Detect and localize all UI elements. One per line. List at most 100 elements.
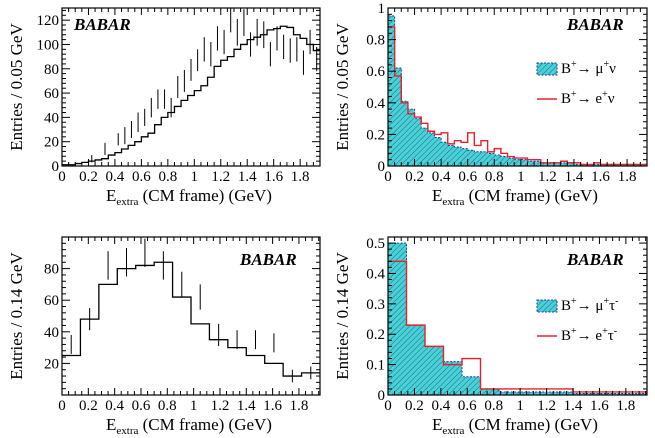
legend-label: B+→ e+ν <box>561 89 615 107</box>
y-tick-label: 100 <box>37 37 60 53</box>
x-axis-label-main: E <box>106 186 116 205</box>
x-tick-label: 1.6 <box>263 398 282 414</box>
series-red-1 <box>388 26 647 166</box>
y-tick-label: 0.1 <box>366 358 385 374</box>
x-tick-label: 0.4 <box>432 169 451 185</box>
y-tick-label: 1 <box>378 1 386 17</box>
x-tick-label: 0.6 <box>132 169 151 185</box>
x-tick-label: 0.6 <box>458 398 477 414</box>
legend-swatch-hatched <box>536 299 558 313</box>
x-tick-label: 1.8 <box>618 169 637 185</box>
babar-badge: BABAR <box>566 15 624 34</box>
x-tick-label: 0.8 <box>485 169 504 185</box>
x-axis-label-rest: (CM frame) (GeV) <box>138 186 272 205</box>
series-red-1 <box>388 260 647 393</box>
panel-top-right: 0 0.2 0.4 0.6 0.8 1 1.2 1.4 1.6 1.8 0 0.2 0.4 0.6 0.8 1… <box>333 1 648 208</box>
x-axis-label-main: E <box>106 415 116 434</box>
x-tick-label: 0.8 <box>158 169 177 185</box>
x-axis-label: Eextra (CM frame) (GeV) <box>432 415 598 437</box>
x-axis-label-sub: extra <box>116 196 138 208</box>
y-tick-label: 20 <box>44 135 59 151</box>
y-tick-label: 0 <box>52 159 60 175</box>
x-tick-label: 0 <box>384 398 392 414</box>
x-tick-label: 1.8 <box>616 398 635 414</box>
y-tick-label: 0.4 <box>366 96 385 112</box>
y-tick-label: 0.5 <box>366 236 385 252</box>
x-tick-label: 1.2 <box>537 398 556 414</box>
x-axis-label: Eextra (CM frame) (GeV) <box>106 415 272 437</box>
babar-badge: BABAR <box>73 15 131 34</box>
x-tick-label: 1.2 <box>538 169 557 185</box>
x-tick-label: 0 <box>58 169 66 185</box>
x-axis-label-sub: extra <box>116 425 138 437</box>
y-tick-label: 0.4 <box>366 266 385 282</box>
y-tick-label: 0.2 <box>366 127 385 143</box>
x-tick-label: 0.4 <box>105 398 124 414</box>
y-tick-label: 0.8 <box>366 33 385 49</box>
y-tick-label: 0.3 <box>366 297 385 313</box>
y-axis-label: Entries / 0.05 GeV <box>7 23 26 151</box>
y-tick-label: 60 <box>44 293 59 309</box>
x-tick-label: 0.2 <box>79 398 98 414</box>
y-tick-label: 0 <box>378 388 386 404</box>
x-axis-label: Eextra (CM frame) (GeV) <box>432 186 598 208</box>
plot-area <box>388 242 647 395</box>
x-tick-label: 0.8 <box>158 398 177 414</box>
legend-label: B+→ e+τ- <box>561 326 617 344</box>
y-tick-label: 80 <box>44 262 59 278</box>
plot-area <box>62 8 320 166</box>
x-tick-label: 1.4 <box>238 169 257 185</box>
x-tick-label: 0.2 <box>405 398 424 414</box>
x-tick-label: 1 <box>190 398 198 414</box>
x-tick-label: 1.4 <box>564 398 583 414</box>
plot-area <box>62 238 320 383</box>
y-tick-label: 60 <box>44 86 59 102</box>
x-axis-label-main: E <box>432 415 442 434</box>
legend-swatch-hatched <box>536 62 558 76</box>
y-tick-label: 80 <box>44 62 59 78</box>
y-tick-label: 0 <box>378 159 386 175</box>
x-tick-label: 0.6 <box>458 169 477 185</box>
y-tick-label: 0.2 <box>366 327 385 343</box>
plot-frame <box>61 7 321 167</box>
x-tick-label: 1.8 <box>290 398 309 414</box>
y-tick-label: 40 <box>44 325 59 341</box>
x-tick-label: 1 <box>517 169 525 185</box>
x-tick-label: 1.2 <box>211 169 230 185</box>
panel-top-left: 0 0.2 0.4 0.6 0.8 1 1.2 1.4 1.6 1.8 0 20 40 60 80 100 12… <box>7 7 321 208</box>
x-tick-label: 1.2 <box>211 398 230 414</box>
x-tick-label: 0.4 <box>431 398 450 414</box>
x-tick-label: 0.6 <box>132 398 151 414</box>
y-tick-label: 20 <box>44 356 59 372</box>
x-axis-label-sub: extra <box>442 196 464 208</box>
x-tick-label: 1.4 <box>237 398 256 414</box>
x-axis-label-rest: (CM frame) (GeV) <box>138 415 272 434</box>
babar-badge: BABAR <box>239 250 297 269</box>
y-axis-label: Entries / 0.14 GeV <box>7 252 26 380</box>
mc-histogram <box>62 25 320 166</box>
x-tick-label: 0.8 <box>484 398 503 414</box>
x-tick-label: 1.6 <box>591 169 610 185</box>
babar-badge: BABAR <box>566 250 624 269</box>
x-axis-label: Eextra (CM frame) (GeV) <box>106 186 272 208</box>
plot-frame <box>387 7 648 167</box>
y-tick-label: 0.6 <box>366 64 385 80</box>
y-tick-label: 120 <box>37 13 60 29</box>
panel-bottom-right: 0 0.2 0.4 0.6 0.8 1 1.2 1.4 1.6 1.8 0 0.1 0.2 0.3 0.4 0… <box>333 236 648 437</box>
legend-label: B+→ μ+τ- <box>561 296 618 314</box>
x-tick-label: 1.4 <box>565 169 584 185</box>
panel-bottom-left: 0 0.2 0.4 0.6 0.8 1 1.2 1.4 1.6 1.8 20 40 60 80 Eextra… <box>7 236 321 437</box>
x-tick-label: 0 <box>58 398 66 414</box>
plot-frame <box>61 236 321 396</box>
y-tick-label: 40 <box>44 110 59 126</box>
x-tick-label: 1.6 <box>590 398 609 414</box>
x-tick-label: 0 <box>384 169 392 185</box>
x-tick-label: 1.8 <box>291 169 310 185</box>
plot-area <box>388 15 647 166</box>
mc-histogram <box>62 261 320 377</box>
legend-label: B+→ μ+ν <box>561 59 616 77</box>
x-axis-label-rest: (CM frame) (GeV) <box>464 415 598 434</box>
x-tick-label: 0.4 <box>106 169 125 185</box>
x-axis-label-rest: (CM frame) (GeV) <box>464 186 598 205</box>
